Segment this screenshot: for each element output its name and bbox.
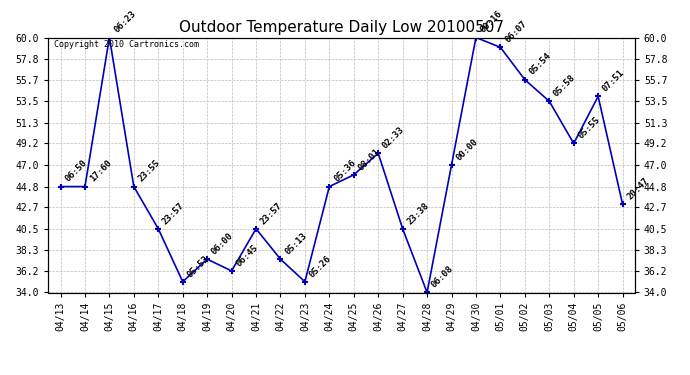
Text: 07:51: 07:51	[601, 68, 627, 94]
Text: 06:50: 06:50	[63, 158, 88, 184]
Text: 05:55: 05:55	[576, 115, 602, 141]
Text: 20:47: 20:47	[625, 176, 651, 201]
Text: 06:00: 06:00	[210, 231, 235, 256]
Text: 06:45: 06:45	[235, 243, 259, 268]
Text: 02:33: 02:33	[381, 125, 406, 150]
Text: 05:58: 05:58	[552, 73, 578, 99]
Text: 17:60: 17:60	[88, 158, 113, 184]
Text: 06:07: 06:07	[503, 19, 529, 45]
Title: Outdoor Temperature Daily Low 20100507: Outdoor Temperature Daily Low 20100507	[179, 20, 504, 35]
Text: 23:57: 23:57	[259, 201, 284, 226]
Text: 05:36: 05:36	[332, 158, 357, 184]
Text: 05:26: 05:26	[308, 254, 333, 279]
Text: 23:57: 23:57	[161, 201, 186, 226]
Text: 06:23: 06:23	[112, 9, 137, 35]
Text: 08:01: 08:01	[357, 147, 382, 172]
Text: 23:55: 23:55	[137, 158, 162, 184]
Text: 05:53: 05:53	[186, 254, 211, 279]
Text: 23:38: 23:38	[406, 201, 431, 226]
Text: 00:00: 00:00	[454, 137, 480, 162]
Text: 05:13: 05:13	[283, 231, 308, 256]
Text: 05:54: 05:54	[528, 51, 553, 77]
Text: 00:16: 00:16	[479, 9, 504, 35]
Text: Copyright 2010 Cartronics.com: Copyright 2010 Cartronics.com	[55, 40, 199, 49]
Text: 06:08: 06:08	[430, 264, 455, 290]
